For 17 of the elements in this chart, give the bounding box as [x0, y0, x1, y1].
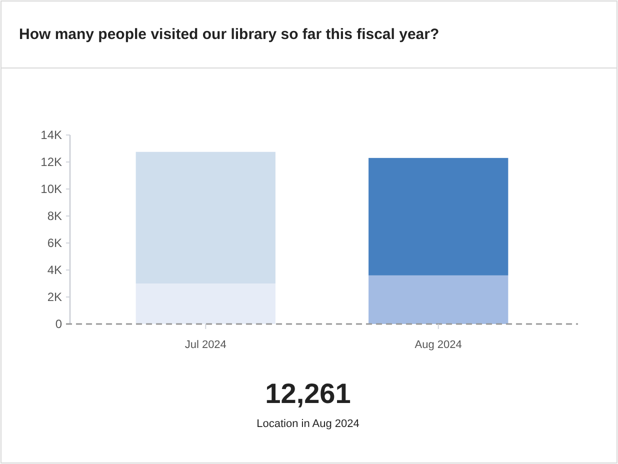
bar [368, 158, 508, 276]
y-tick-label: 4K [47, 263, 62, 278]
y-tick-label: 8K [47, 209, 62, 224]
y-tick-label: 2K [47, 290, 62, 304]
bar [368, 275, 508, 324]
y-tick-label: 0 [55, 317, 62, 332]
bar [136, 152, 276, 284]
y-tick-label: 14K [40, 128, 62, 142]
text: Location in Aug 2024 [256, 418, 360, 430]
text: 12,261 [265, 378, 351, 409]
y-tick-label: 12K [40, 155, 62, 170]
x-tick-label: Jul 2024 [184, 339, 226, 351]
y-tick-label: 6K [47, 236, 62, 250]
bar [136, 284, 276, 324]
chart-title: How many people visited our library so far this fiscal year? [19, 26, 440, 43]
y-tick-label: 10K [40, 182, 62, 196]
x-tick-label: Aug 2024 [414, 339, 462, 351]
